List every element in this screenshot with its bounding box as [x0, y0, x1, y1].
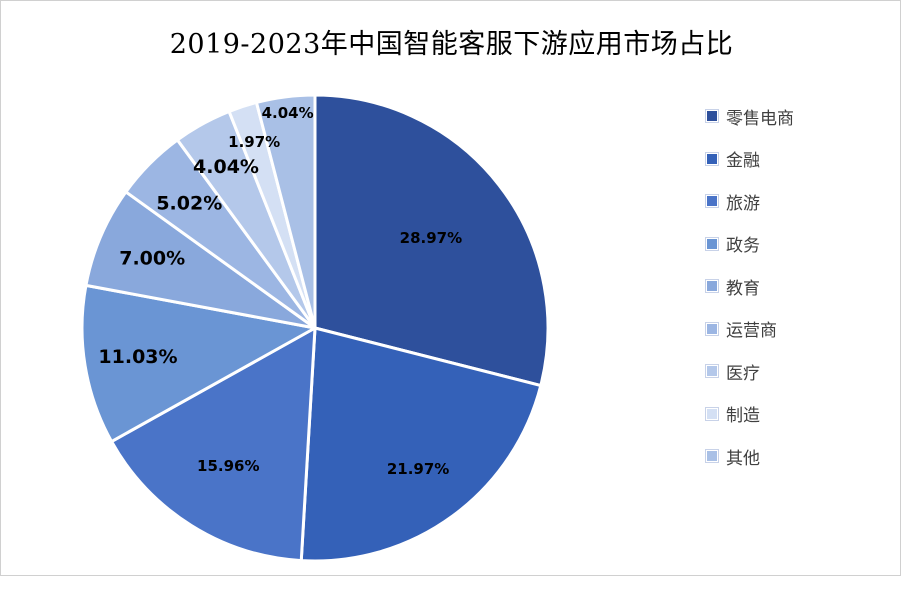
legend-item-5: 教育 — [705, 275, 760, 299]
legend-swatch — [705, 406, 719, 421]
legend-label: 旅游 — [726, 193, 760, 214]
legend-label: 政务 — [726, 236, 760, 256]
pie-slice-3 — [110, 326, 317, 563]
legend-item-3: 旅游 — [705, 190, 760, 214]
legend-swatch — [705, 151, 719, 166]
slice-label-7: 4.04% — [193, 156, 259, 178]
slice-label-8: 1.97% — [228, 133, 280, 151]
legend-label: 医疗 — [726, 363, 760, 384]
pie-slice-9 — [254, 93, 317, 330]
pie-slice-2 — [299, 326, 543, 563]
legend-swatch — [705, 321, 719, 336]
slice-label-1: 28.97% — [400, 229, 462, 247]
chart-title: 2019-2023年中国智能客服下游应用市场占比 — [169, 29, 734, 60]
slice-label-9: 4.04% — [262, 104, 314, 122]
slice-label-6: 5.02% — [156, 192, 222, 214]
legend-item-1: 零售电商 — [705, 105, 794, 129]
slice-label-3: 15.96% — [197, 457, 259, 475]
legend-label: 教育 — [726, 278, 760, 299]
legend-item-8: 制造 — [705, 403, 760, 426]
pie-slice-5 — [84, 190, 317, 330]
legend-swatch — [705, 236, 719, 251]
legend-swatch — [705, 194, 719, 208]
slice-label-2: 21.97% — [387, 460, 449, 478]
legend-label: 制造 — [726, 406, 760, 426]
legend-item-7: 医疗 — [705, 360, 760, 384]
legend-item-2: 金融 — [705, 148, 760, 171]
legend-swatch — [705, 279, 719, 293]
legend-label: 零售电商 — [726, 108, 794, 129]
slice-label-4: 11.03% — [98, 346, 177, 368]
legend-label: 运营商 — [726, 321, 777, 341]
pie-slice-4 — [80, 283, 317, 444]
legend-item-6: 运营商 — [705, 318, 777, 341]
legend-label: 金融 — [726, 151, 760, 171]
legend-swatch — [705, 109, 719, 123]
slice-label-5: 7.00% — [119, 247, 185, 269]
legend-swatch — [705, 364, 719, 378]
legend-item-4: 政务 — [705, 233, 760, 256]
legend-item-9: 其他 — [705, 445, 760, 469]
legend-swatch — [705, 449, 719, 463]
pie-slice-1 — [313, 93, 550, 388]
legend-label: 其他 — [726, 448, 760, 469]
